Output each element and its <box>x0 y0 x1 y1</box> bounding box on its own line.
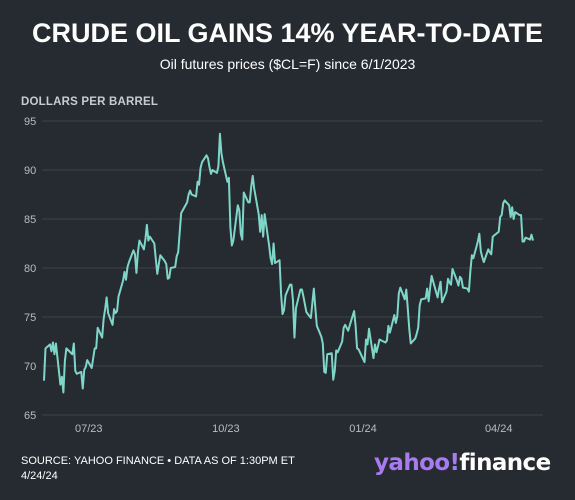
logo-finance: finance <box>459 450 551 476</box>
x-tick-label-01-24: 01/24 <box>349 423 377 435</box>
source-line-2: 4/24/24 <box>21 470 58 482</box>
yahoo-finance-logo: yahoo!finance <box>374 450 551 476</box>
source-line-1: SOURCE: YAHOO FINANCE • DATA AS OF 1:30P… <box>21 455 295 467</box>
chart-title: CRUDE OIL GAINS 14% YEAR-TO-DATE <box>31 18 544 48</box>
y-axis-label: DOLLARS PER BARREL <box>21 96 159 108</box>
y-tick-label-95: 95 <box>24 116 36 128</box>
x-tick-label-07-23: 07/23 <box>75 423 103 435</box>
logo-yahoo: yahoo! <box>374 450 460 476</box>
y-tick-label-65: 65 <box>24 410 36 422</box>
chart-subtitle: Oil futures prices ($CL=F) since 6/1/202… <box>159 56 416 72</box>
x-tick-label-10-23: 10/23 <box>212 423 240 435</box>
price-line-series-0 <box>43 132 534 394</box>
y-tick-label-85: 85 <box>24 214 36 226</box>
y-tick-labels: 65 70 75 80 85 90 95 <box>24 116 36 422</box>
x-tick-labels: 07/23 10/23 01/24 04/24 <box>75 423 513 435</box>
y-tick-label-90: 90 <box>24 165 36 177</box>
x-tick-label-04-24: 04/24 <box>485 423 513 435</box>
source-note: SOURCE: YAHOO FINANCE • DATA AS OF 1:30P… <box>21 454 295 484</box>
series-layer <box>43 132 534 394</box>
y-tick-label-80: 80 <box>24 263 36 275</box>
y-tick-label-75: 75 <box>24 312 36 324</box>
gridlines <box>42 120 543 416</box>
y-tick-label-70: 70 <box>24 361 36 373</box>
